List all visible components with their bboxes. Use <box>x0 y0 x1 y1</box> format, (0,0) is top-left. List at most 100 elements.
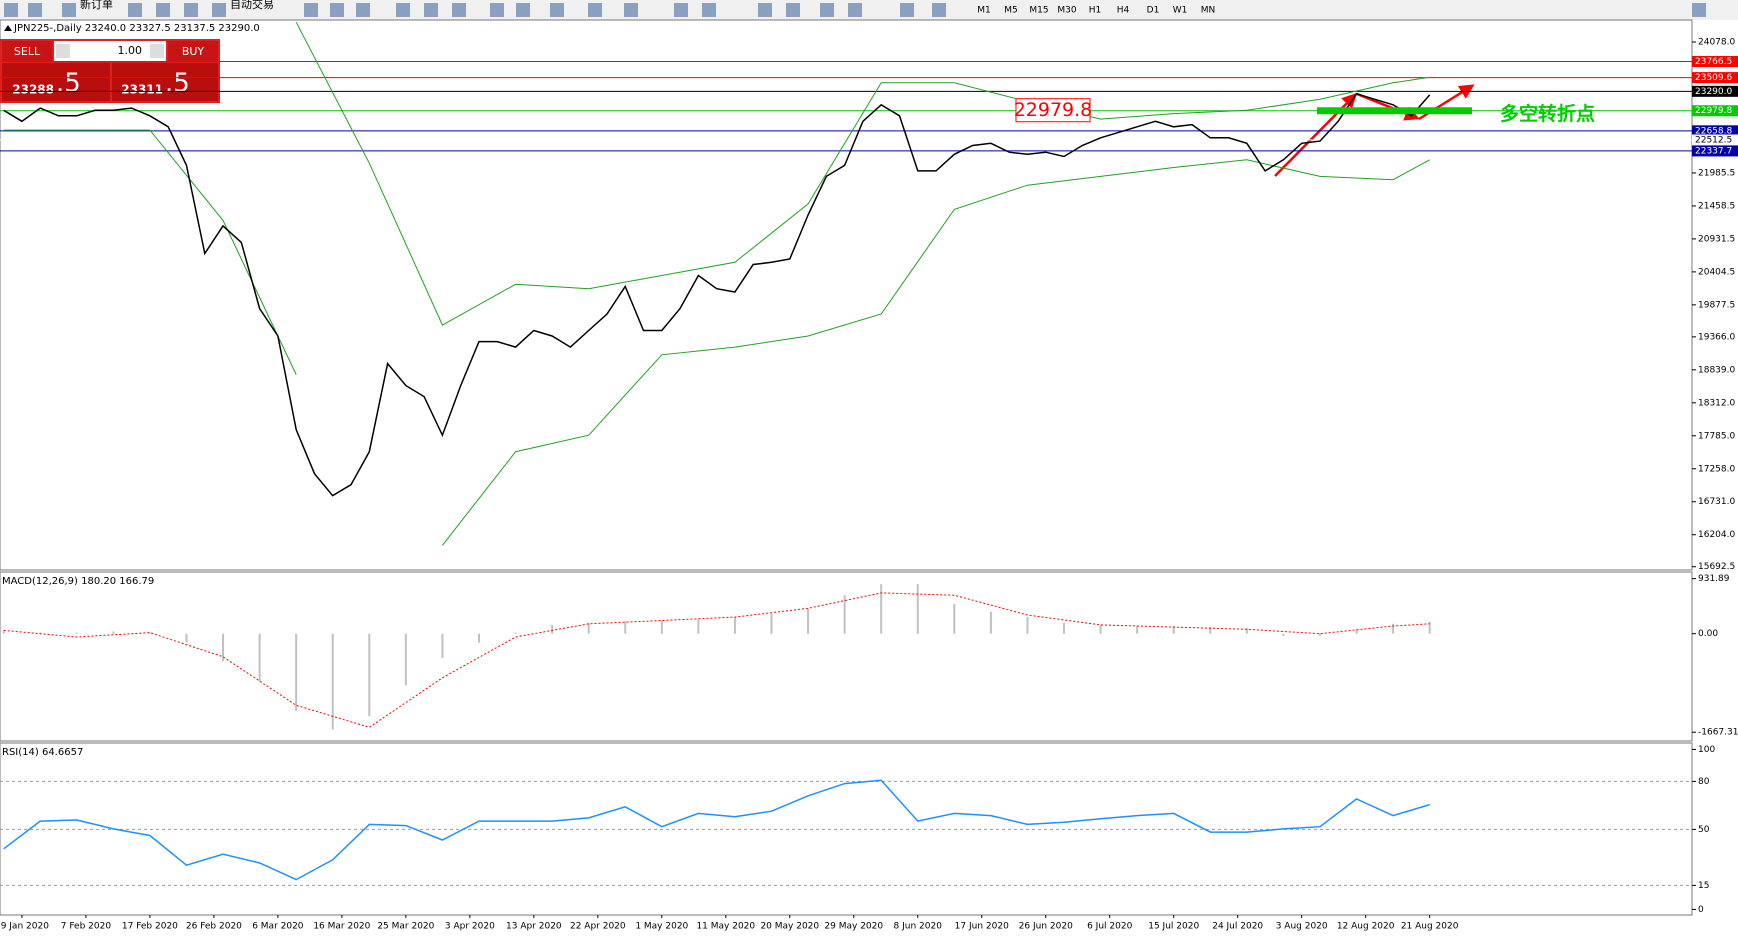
y-tick-label: 15 <box>1698 881 1709 891</box>
timeframe[interactable]: W1 <box>1173 6 1188 16</box>
y-tick-label: 80 <box>1698 777 1710 787</box>
buy-button[interactable] <box>168 41 218 61</box>
y-tick-label: 18312.0 <box>1698 398 1735 408</box>
timeframe[interactable]: M1 <box>977 6 991 16</box>
level-label: 22337.7 <box>1695 146 1732 156</box>
x-tick-label: 3 Apr 2020 <box>445 922 495 932</box>
y-tick-label: -1667.31 <box>1698 728 1738 738</box>
annotation-box <box>1015 98 1091 123</box>
y-tick-label: 16204.0 <box>1698 530 1735 540</box>
toolbar-button[interactable]: 自动交易 <box>230 0 274 11</box>
annotation: 多空转折点 <box>1500 102 1595 125</box>
bollinger-band <box>3 129 1430 546</box>
timeframe[interactable]: M30 <box>1057 6 1076 16</box>
y-tick-label: 100 <box>1698 745 1715 755</box>
y-tick-label: 16731.0 <box>1698 497 1735 507</box>
toolbar-icons <box>4 3 1706 17</box>
x-tick-label: 17 Feb 2020 <box>122 922 178 932</box>
x-tick-label: 11 May 2020 <box>696 922 755 932</box>
x-tick-label: 15 Jul 2020 <box>1148 922 1199 932</box>
price-line <box>3 779 1430 881</box>
y-tick-label: 17258.0 <box>1698 464 1735 474</box>
annotation: 22979.8 <box>1014 99 1093 121</box>
x-tick-label: 12 Aug 2020 <box>1337 922 1395 932</box>
y-tick-label: 17785.0 <box>1698 431 1735 441</box>
sell-label[interactable]: SELL <box>14 45 41 58</box>
x-tick-label: 1 May 2020 <box>635 922 688 932</box>
level-label-bg <box>1692 72 1738 84</box>
x-tick-label: 6 Mar 2020 <box>252 922 304 932</box>
macd-signal <box>3 592 1430 728</box>
level-label: 23290.0 <box>1695 87 1732 97</box>
sell-price-frac: .5 <box>56 69 81 99</box>
y-tick-label: 50 <box>1698 825 1710 835</box>
timeframe[interactable]: H4 <box>1117 6 1130 16</box>
timeframe[interactable]: MN <box>1201 6 1216 16</box>
x-tick-label: 26 Feb 2020 <box>186 922 242 932</box>
level-label-bg <box>1692 145 1738 157</box>
x-tick-label: 26 Jun 2020 <box>1019 922 1073 932</box>
price-line <box>3 92 1431 497</box>
y-tick-label: 24078.0 <box>1698 38 1735 48</box>
timeframe[interactable]: M15 <box>1029 6 1048 16</box>
x-tick-label: 17 Jun 2020 <box>955 922 1009 932</box>
timeframe[interactable]: H1 <box>1089 6 1102 16</box>
level-label: 22979.8 <box>1695 106 1732 116</box>
buy-label[interactable]: BUY <box>182 45 205 58</box>
level-label: 22658.8 <box>1695 126 1732 136</box>
y-tick-label: 21458.5 <box>1698 201 1735 211</box>
x-tick-label: 16 Mar 2020 <box>313 922 370 932</box>
price-panel <box>0 19 1693 571</box>
y-tick-label: 0 <box>1698 905 1704 915</box>
plot <box>0 779 1692 886</box>
x-tick-label: 13 Apr 2020 <box>506 922 562 932</box>
y-tick-label: 18839.0 <box>1698 365 1735 375</box>
macd-title: MACD(12,26,9) 180.20 166.79 <box>2 576 154 587</box>
trade-panel: SELL BUY 1.00 23288 .5 23311 .5 <box>0 39 220 103</box>
plot <box>0 21 1692 546</box>
x-tick-label: 20 May 2020 <box>760 922 819 932</box>
x-tick-label: 25 Mar 2020 <box>377 922 434 932</box>
x-tick-label: 22 Apr 2020 <box>570 922 626 932</box>
level-label-bg <box>1692 134 1738 146</box>
chart-title: JPN225-,Daily 23240.0 23327.5 23137.5 23… <box>13 23 260 34</box>
x-tick-label: 6 Jul 2020 <box>1087 922 1132 932</box>
toolbar-button[interactable]: 新订单 <box>80 0 113 11</box>
y-tick-label: 931.89 <box>1698 574 1730 584</box>
x-tick-label: 8 Jun 2020 <box>894 922 943 932</box>
timeframe[interactable]: D1 <box>1147 6 1160 16</box>
volume[interactable]: 1.00 <box>118 44 143 57</box>
collapse-icon[interactable] <box>4 25 12 31</box>
x-tick-label: 3 Aug 2020 <box>1276 922 1328 932</box>
y-tick-label: 19366.0 <box>1698 332 1735 342</box>
level-label-bg <box>1692 125 1738 137</box>
x-tick-label: 29 Jan 2020 <box>0 922 49 932</box>
sell-price: 23288 <box>12 83 54 97</box>
y-tick-label: 21985.5 <box>1698 168 1735 178</box>
rsi-title: RSI(14) 64.6657 <box>2 747 83 758</box>
level-label-bg <box>1692 56 1738 68</box>
x-tick-label: 7 Feb 2020 <box>61 922 112 932</box>
level-label: 22512.5 <box>1695 135 1732 145</box>
timeframe[interactable]: M5 <box>1004 6 1018 16</box>
y-tick-label: 20931.5 <box>1698 234 1735 244</box>
x-tick-label: 21 Aug 2020 <box>1401 922 1459 932</box>
level-label: 23766.5 <box>1695 57 1732 67</box>
buy-price-frac: .5 <box>165 69 190 99</box>
level-label-bg <box>1692 105 1738 117</box>
buy-price: 23311 <box>121 83 163 97</box>
x-tick-label: 24 Jul 2020 <box>1212 922 1263 932</box>
y-tick-label: 0.00 <box>1698 629 1718 639</box>
macd-panel <box>0 571 1693 742</box>
plot <box>2 584 1431 730</box>
y-tick-label: 15692.5 <box>1698 562 1735 572</box>
sell-button[interactable] <box>2 41 52 61</box>
y-tick-label: 20404.5 <box>1698 267 1735 277</box>
bollinger-band <box>295 21 1430 326</box>
y-tick-label: 19877.5 <box>1698 300 1735 310</box>
level-label-bg <box>1692 85 1738 97</box>
level-label: 23509.6 <box>1695 73 1732 83</box>
x-tick-label: 29 May 2020 <box>824 922 883 932</box>
